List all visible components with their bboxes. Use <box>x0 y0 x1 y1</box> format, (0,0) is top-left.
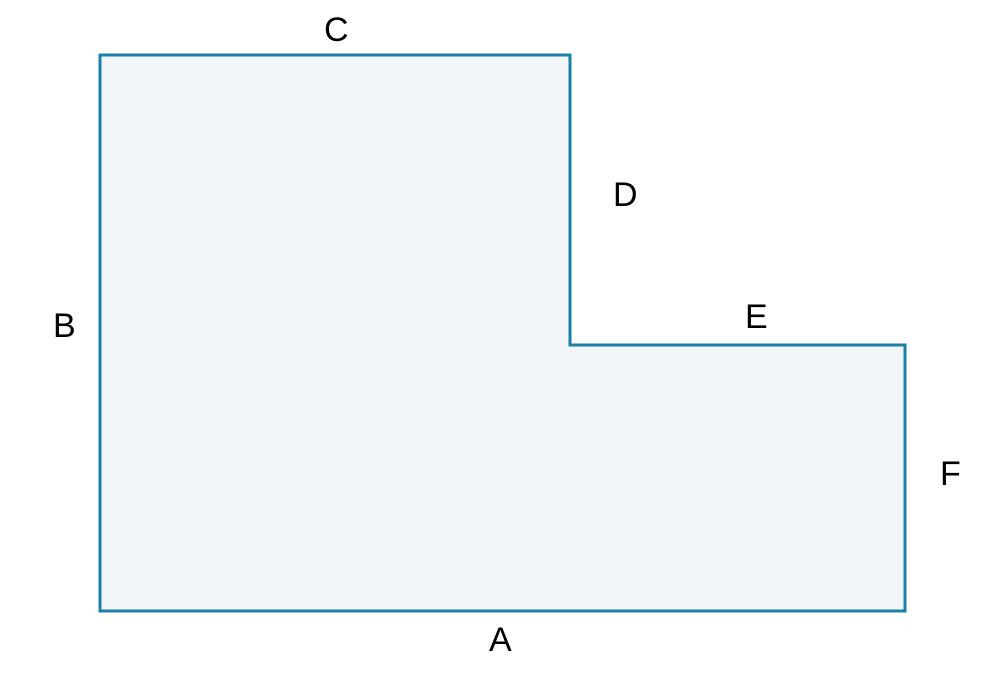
label-c: C <box>324 11 349 50</box>
l-shape-polygon <box>100 55 905 611</box>
label-e: E <box>745 298 768 337</box>
label-a: A <box>489 621 512 660</box>
label-d: D <box>613 176 638 215</box>
shape-svg <box>0 0 1008 679</box>
l-shape-diagram: A B C D E F <box>0 0 1008 679</box>
label-f: F <box>940 455 961 494</box>
label-b: B <box>53 307 76 346</box>
